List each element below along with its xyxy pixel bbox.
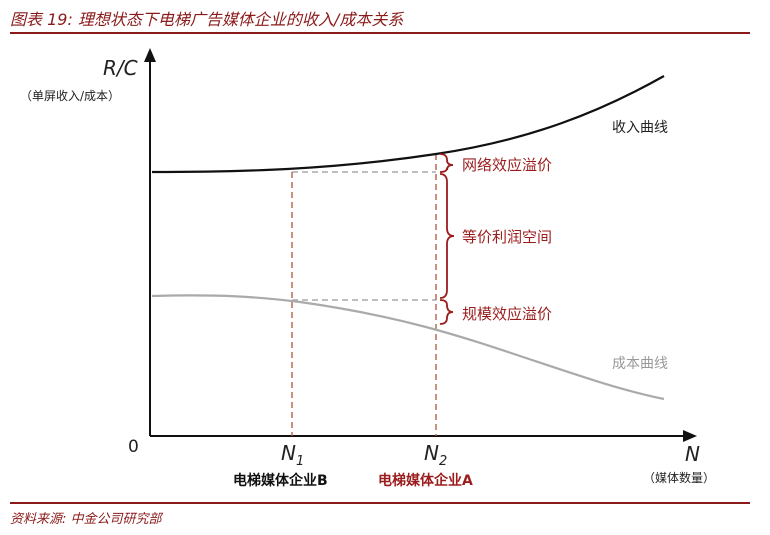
- profit-space-label: 等价利润空间: [462, 228, 552, 246]
- cost-curve-label: 成本曲线: [612, 356, 668, 372]
- n2-sub: 2: [439, 454, 447, 469]
- revenue-curve: [151, 75, 665, 174]
- y-axis-label: R/C: [103, 56, 138, 80]
- n1-label: N1: [281, 441, 304, 469]
- network-effect-bracket: [439, 153, 454, 173]
- y-axis-sublabel: （单屏收入/成本）: [20, 89, 120, 103]
- scale-effect-label: 规模效应溢价: [462, 305, 552, 323]
- company-b-label: 电梯媒体企业B: [233, 472, 328, 489]
- profit-space-bracket: [439, 173, 455, 299]
- figure-title: 图表 19: 理想状态下电梯广告媒体企业的收入/成本关系: [10, 10, 404, 29]
- scale-effect-bracket: [439, 299, 454, 325]
- n1-sub: 1: [296, 454, 304, 469]
- footer-divider: [10, 502, 750, 504]
- origin-label: 0: [128, 437, 139, 457]
- n1-main: N: [281, 441, 296, 465]
- x-axis-arrow-icon: [683, 430, 697, 442]
- company-a-label: 电梯媒体企业A: [378, 472, 473, 489]
- network-effect-label: 网络效应溢价: [462, 156, 552, 174]
- title-divider: [10, 32, 750, 34]
- x-axis-label: N: [685, 442, 700, 466]
- source-note: 资料来源: 中金公司研究部: [10, 512, 162, 527]
- n2-main: N: [424, 441, 439, 465]
- revenue-curve-label: 收入曲线: [612, 120, 668, 136]
- cost-curve: [151, 294, 665, 401]
- y-axis-arrow-icon: [144, 48, 156, 62]
- x-axis-sublabel: （媒体数量）: [643, 470, 715, 485]
- n2-label: N2: [424, 441, 447, 469]
